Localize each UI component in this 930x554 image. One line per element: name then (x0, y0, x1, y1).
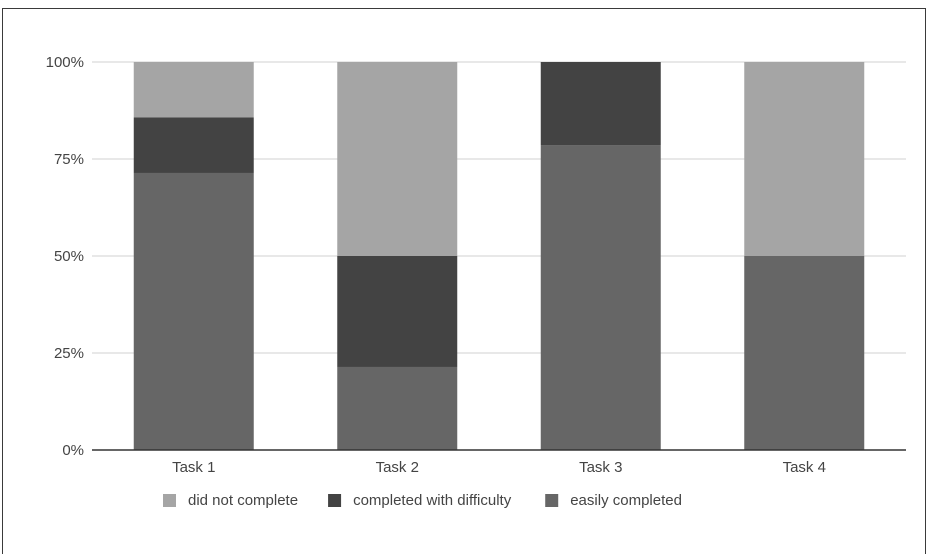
axes: 0% 25% 50% 75% 100% Task 1 Task 2 Task 3 Task 4 (46, 54, 906, 476)
y-tick-label: 0% (62, 442, 84, 459)
bar-segment (133, 117, 254, 173)
bar-segment (540, 62, 661, 146)
bar-segment (133, 172, 254, 450)
bar-segment (744, 256, 865, 450)
x-tick-label: Task 4 (783, 459, 826, 476)
bar-segment (337, 256, 458, 367)
y-tick-label: 100% (46, 54, 84, 71)
legend-swatch (163, 494, 176, 507)
bars (133, 62, 865, 451)
bar-segment (540, 145, 661, 451)
x-tick-label: Task 3 (579, 459, 622, 476)
legend-label: completed with difficulty (353, 492, 512, 509)
bar-segment (133, 62, 254, 118)
legend: did not complete completed with difficult… (163, 492, 682, 509)
x-tick-label: Task 2 (376, 459, 419, 476)
legend-label: did not complete (188, 492, 298, 509)
y-tick-label: 75% (54, 151, 84, 168)
bar-segment (337, 62, 458, 256)
x-tick-label: Task 1 (172, 459, 215, 476)
y-tick-label: 25% (54, 345, 84, 362)
legend-label: easily completed (570, 492, 682, 509)
legend-swatch (545, 494, 559, 507)
bar-segment (337, 366, 458, 450)
bar-segment (744, 62, 865, 256)
legend-swatch (328, 494, 342, 507)
y-tick-label: 50% (54, 248, 84, 265)
